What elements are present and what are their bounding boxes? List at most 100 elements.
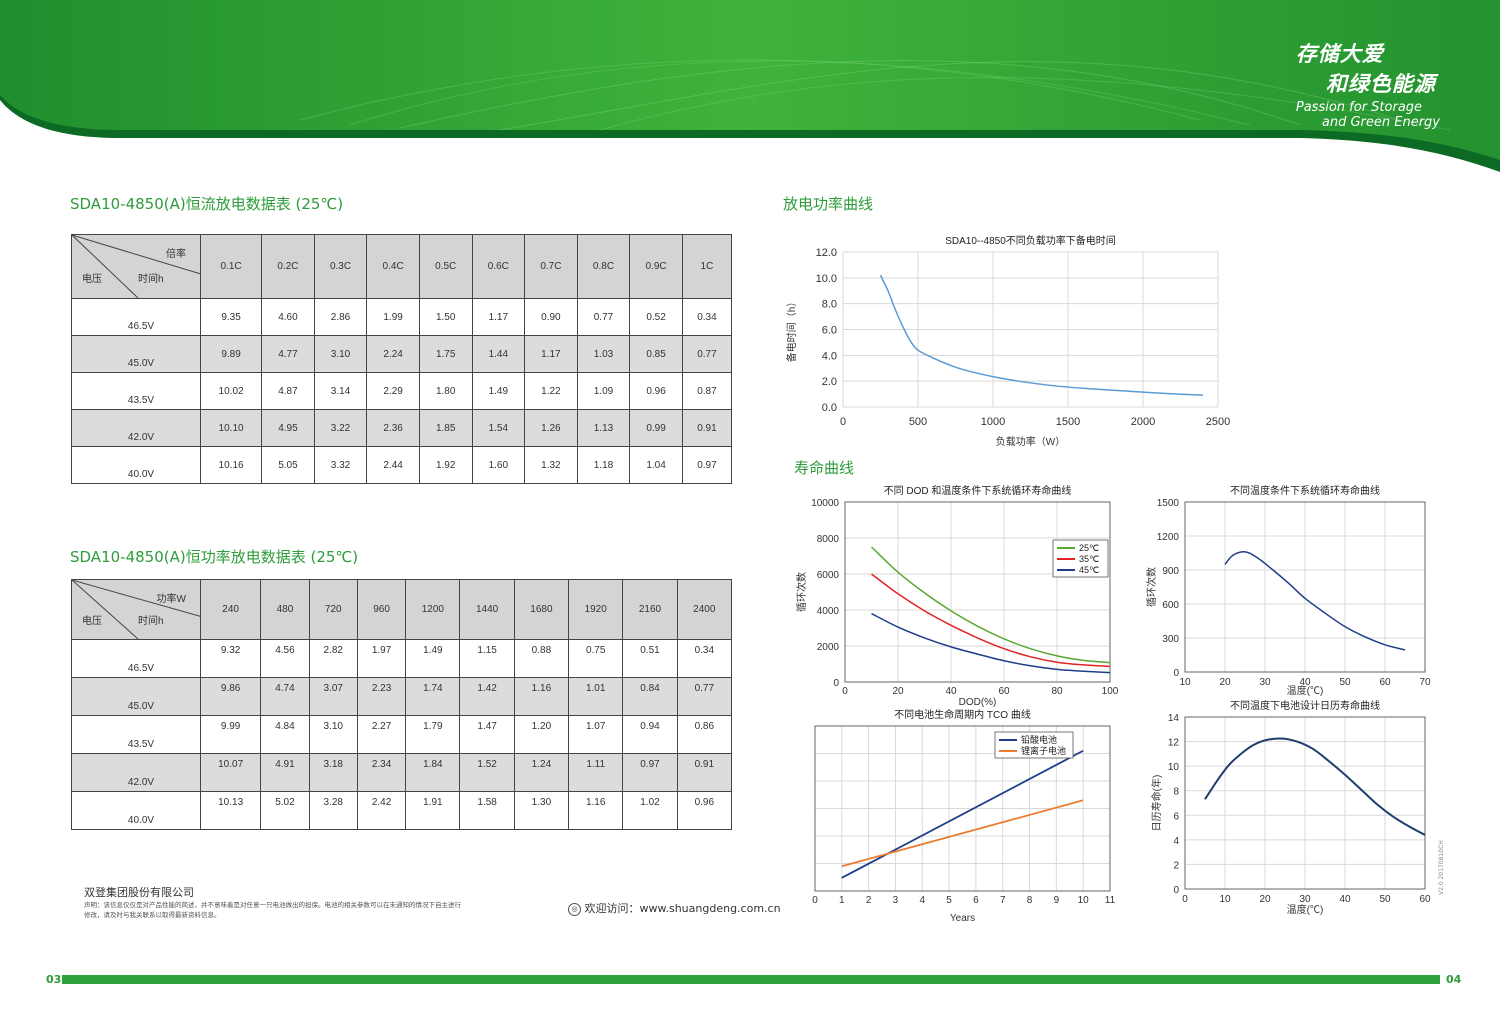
- value-cell: 1.80: [418, 372, 473, 410]
- value-cell: 1.54: [471, 409, 526, 447]
- x-tick-label: 20: [1259, 894, 1271, 905]
- value-cell: 1.49: [405, 639, 461, 678]
- x-axis-label: DOD(%): [959, 697, 997, 708]
- y-tick-label: 6000: [817, 570, 840, 581]
- constant-power-table: 功率W 时间h 电压 240 480 720 960 1200 1440 1680 1920 2160…: [71, 579, 733, 830]
- x-tick-label: 1500: [1056, 416, 1080, 428]
- x-axis-label: 负载功率（W）: [996, 435, 1065, 448]
- value-cell: 2.23: [356, 677, 407, 716]
- plot-border: [1184, 716, 1426, 890]
- plot-border: [1184, 501, 1426, 673]
- series-line-2: [841, 799, 1084, 868]
- column-header: 2400: [676, 579, 733, 640]
- value-cell: 4.87: [261, 372, 315, 410]
- column-header: 0.9C: [629, 234, 683, 299]
- table-row: 42.0V 10.10 4.95 3.22 2.36 1.85 1.54 1.26 1.13 0.…: [71, 409, 733, 447]
- x-axis-label: 温度(℃): [1287, 684, 1324, 697]
- value-cell: 0.96: [676, 791, 733, 830]
- value-cell: 0.86: [676, 715, 733, 754]
- value-cell: 1.07: [568, 715, 624, 754]
- value-cell: 1.03: [576, 335, 631, 373]
- voltage-cell: 43.5V: [71, 372, 201, 410]
- y-tick-label: 2: [1173, 860, 1179, 871]
- value-cell: 0.88: [513, 639, 570, 678]
- value-cell: 9.99: [199, 715, 262, 754]
- value-cell: 2.82: [308, 639, 358, 678]
- value-cell: 3.28: [308, 791, 358, 830]
- y-tick-label: 8000: [817, 534, 840, 545]
- value-cell: 1.20: [513, 715, 570, 754]
- voltage-cell: 40.0V: [71, 446, 201, 484]
- corner-label-top: 倍率: [166, 249, 186, 260]
- legend-label: 铅酸电池: [1021, 734, 1057, 745]
- column-header: 0.6C: [471, 234, 526, 299]
- x-tick-label: 60: [1419, 894, 1431, 905]
- value-cell: 0.96: [629, 372, 683, 410]
- value-cell: 1.50: [418, 298, 473, 336]
- value-cell: 1.16: [513, 677, 570, 716]
- value-cell: 4.91: [260, 753, 310, 792]
- website-link[interactable]: ◎ 欢迎访问：www.shuangdeng.com.cn: [568, 900, 781, 916]
- chart-title: 不同温度下电池设计日历寿命曲线: [1230, 700, 1380, 712]
- x-tick-label: 7: [1000, 895, 1006, 906]
- x-tick-label: 40: [945, 686, 957, 697]
- chart-title: 不同 DOD 和温度条件下系统循环寿命曲线: [884, 484, 1072, 497]
- y-tick-label: 10.0: [816, 273, 837, 285]
- column-header: 1440: [459, 579, 515, 640]
- y-tick-label: 0: [833, 678, 839, 689]
- value-cell: 2.86: [313, 298, 368, 336]
- value-cell: 1.22: [524, 372, 578, 410]
- voltage-cell: 43.5V: [71, 715, 201, 754]
- column-header: 0.2C: [261, 234, 315, 299]
- value-cell: 10.07: [199, 753, 262, 792]
- y-tick-label: 4: [1173, 836, 1179, 847]
- y-tick-label: 6: [1173, 811, 1179, 822]
- table-corner-header: 倍率 时间h 电压: [71, 234, 201, 299]
- brand-slogan: 存储大爱 和绿色能源 Passion for Storage and Green…: [1296, 38, 1440, 130]
- voltage-cell: 42.0V: [71, 753, 201, 792]
- value-cell: 1.26: [524, 409, 578, 447]
- value-cell: 2.44: [366, 446, 420, 484]
- value-cell: 3.32: [313, 446, 368, 484]
- series-line-1: [870, 546, 1111, 664]
- value-cell: 1.99: [366, 298, 420, 336]
- value-cell: 10.16: [199, 446, 263, 484]
- series-line-1: [879, 274, 1204, 396]
- power-curve-chart: SDA10--4850不同负载功率下备电时间 0 500 1000 1500 2000 25…: [785, 234, 1230, 448]
- plot-border: [844, 501, 1111, 683]
- value-cell: 2.34: [356, 753, 407, 792]
- value-cell: 0.97: [622, 753, 678, 792]
- y-tick-label: 12: [1168, 738, 1180, 749]
- disclaimer: 声明：该信息仅仅是对产品性能的简述，并不意味着是对任意一只电池做出的担保。电池的…: [84, 901, 461, 919]
- slogan-en-2: and Green Energy: [1321, 115, 1440, 130]
- value-cell: 2.24: [366, 335, 420, 373]
- value-cell: 0.84: [622, 677, 678, 716]
- value-cell: 0.52: [629, 298, 683, 336]
- x-tick-label: 60: [998, 686, 1010, 697]
- value-cell: 2.27: [356, 715, 407, 754]
- x-axis-label: Years: [950, 913, 975, 924]
- y-axis-label: 备电时间（h）: [785, 297, 798, 363]
- column-header: 0.3C: [313, 234, 368, 299]
- column-header: 1920: [568, 579, 624, 640]
- value-cell: 1.16: [568, 791, 624, 830]
- voltage-cell: 46.5V: [71, 639, 201, 678]
- x-tick-label: 2: [866, 895, 872, 906]
- table-row: 43.5V 9.99 4.84 3.10 2.27 1.79 1.47 1.20 1.07 0.9…: [71, 715, 733, 754]
- column-header: 1C: [681, 234, 733, 299]
- value-cell: 10.13: [199, 791, 262, 830]
- voltage-cell: 45.0V: [71, 335, 201, 373]
- y-tick-label: 4000: [817, 606, 840, 617]
- column-header: 1680: [513, 579, 570, 640]
- series-line-3: [871, 612, 1111, 674]
- value-cell: 1.44: [471, 335, 526, 373]
- value-cell: 1.18: [576, 446, 631, 484]
- x-tick-label: 0: [842, 686, 848, 697]
- life-section-title: 寿命曲线: [794, 459, 855, 477]
- y-tick-label: 8.0: [822, 299, 837, 311]
- value-cell: 1.74: [405, 677, 461, 716]
- x-tick-label: 10: [1219, 894, 1231, 905]
- value-cell: 1.32: [524, 446, 578, 484]
- value-cell: 9.86: [199, 677, 262, 716]
- value-cell: 1.75: [418, 335, 473, 373]
